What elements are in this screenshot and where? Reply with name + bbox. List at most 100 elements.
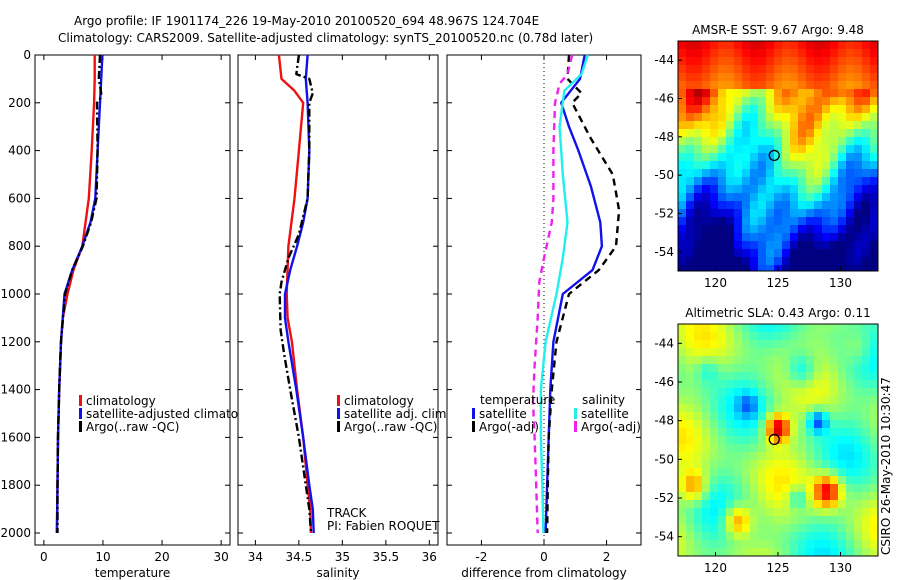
heatmap-cell [790,548,799,557]
heatmap-cell [734,380,743,389]
heatmap-cell [790,540,799,549]
heatmap-cell [814,137,823,146]
heatmap-cell [846,500,855,509]
heatmap-cell [870,372,879,381]
heatmap-cell [774,500,783,509]
heatmap-cell [790,516,799,525]
heatmap-cell [742,153,751,162]
heatmap-cell [870,121,879,130]
heatmap-cell [846,153,855,162]
heatmap-cell [742,161,751,170]
heatmap-cell [742,193,751,202]
heatmap-cell [782,380,791,389]
heatmap-cell [838,356,847,365]
heatmap-cell [694,548,703,557]
heatmap-cell [678,492,687,501]
heatmap-cell [734,524,743,533]
heatmap-cell [686,209,695,218]
heatmap-cell [710,113,719,122]
heatmap-cell [838,145,847,154]
heatmap-cell [822,364,831,373]
heatmap-cell [742,137,751,146]
heatmap-cell [758,540,767,549]
heatmap-cell [758,348,767,357]
heatmap-cell [862,73,871,82]
heatmap-cell [862,524,871,533]
heatmap-cell [870,169,879,178]
heatmap-cell [686,49,695,58]
heatmap-cell [774,57,783,66]
legend-heading: temperature [480,393,555,407]
heatmap-cell [798,468,807,477]
heatmap-cell [854,412,863,421]
heatmap-cell [806,460,815,469]
heatmap-cell [734,484,743,493]
heatmap-cell [798,65,807,74]
heatmap-cell [702,380,711,389]
heatmap-cell [686,540,695,549]
heatmap-cell [806,257,815,266]
heatmap-cell [822,388,831,397]
heatmap-cell [798,193,807,202]
heatmap-cell [678,161,687,170]
legend-label: satellite [479,407,527,421]
heatmap-cell [758,121,767,130]
heatmap-cell [790,444,799,453]
heatmap-cell [806,412,815,421]
heatmap-cell [734,177,743,186]
heatmap-cell [862,225,871,234]
legend-swatch [79,408,82,419]
heatmap-cell [846,324,855,333]
heatmap-cell [702,201,711,210]
heatmap-cell [822,356,831,365]
heatmap-cell [678,404,687,413]
heatmap-cell [686,177,695,186]
heatmap-cell [870,129,879,138]
heatmap-cell [726,540,735,549]
heatmap-cell [854,324,863,333]
heatmap-cell [766,73,775,82]
heatmap-cell [766,532,775,541]
argo-location-marker [768,149,780,162]
heatmap-cell [838,372,847,381]
heatmap-cell [782,548,791,557]
heatmap-cell [702,532,711,541]
heatmap-cell [782,476,791,485]
heatmap-cell [686,217,695,226]
heatmap-cell [790,129,799,138]
heatmap-cell [694,97,703,106]
heatmap-cell [870,81,879,90]
heatmap-cell [798,49,807,58]
heatmap-cell [750,540,759,549]
heatmap-cell [686,532,695,541]
heatmap-cell [822,97,831,106]
y-tick-label: -52 [654,491,674,505]
heatmap-cell [766,388,775,397]
heatmap-cell [702,89,711,98]
heatmap-cell [678,65,687,74]
heatmap-cell [846,420,855,429]
heatmap-cell [750,548,759,557]
heatmap-cell [870,460,879,469]
heatmap-cell [710,380,719,389]
heatmap-cell [726,412,735,421]
heatmap-cell [790,177,799,186]
heatmap-cell [790,380,799,389]
heatmap-cell [838,540,847,549]
heatmap-cell [862,324,871,333]
heatmap-cell [822,249,831,258]
heatmap-cell [814,185,823,194]
heatmap-cell [718,508,727,517]
heatmap-cell [846,81,855,90]
heatmap-cell [750,225,759,234]
heatmap-cell [726,364,735,373]
heatmap-cell [838,332,847,341]
heatmap-cell [766,524,775,533]
heatmap-cell [726,500,735,509]
heatmap-cell [742,540,751,549]
heatmap-cell [702,97,711,106]
heatmap-cell [846,428,855,437]
heatmap-cell [678,265,687,272]
heatmap-cell [710,548,719,557]
heatmap-cell [758,436,767,445]
